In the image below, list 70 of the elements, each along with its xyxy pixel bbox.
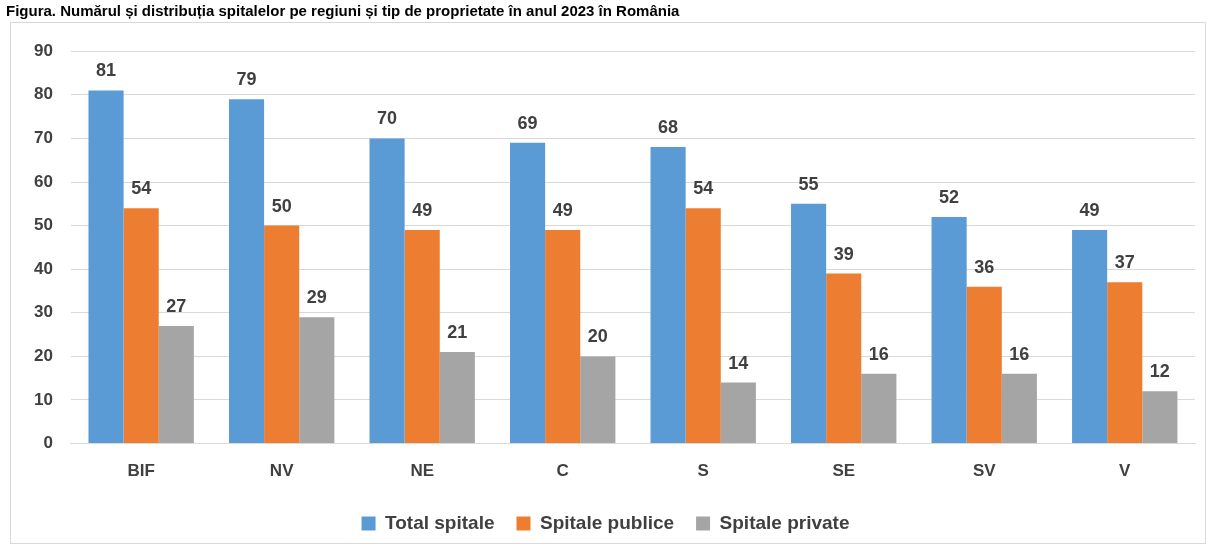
bar xyxy=(369,138,405,444)
data-label: 54 xyxy=(131,178,152,199)
bar xyxy=(931,216,967,444)
data-label: 52 xyxy=(939,186,960,207)
data-label: 49 xyxy=(552,199,573,220)
bar xyxy=(228,99,265,444)
bar xyxy=(826,273,862,444)
data-label: 54 xyxy=(693,178,714,199)
bar xyxy=(545,229,581,444)
y-tick-label: 70 xyxy=(33,128,53,148)
data-label: 36 xyxy=(974,256,995,277)
y-tick-label: 60 xyxy=(33,171,53,191)
bar xyxy=(1142,391,1178,444)
data-label: 21 xyxy=(447,322,468,343)
data-label: 37 xyxy=(1114,252,1135,273)
bar xyxy=(88,90,124,444)
chart-title: Figura. Numărul și distribuția spitalelor pe regiuni și tip de proprietate în anul 2023 în România xyxy=(5,1,681,21)
x-tick-label: NE xyxy=(410,461,434,481)
bar xyxy=(510,142,546,444)
y-tick-label: 80 xyxy=(33,84,53,104)
y-tick-label: 0 xyxy=(43,433,53,453)
data-label: 14 xyxy=(728,352,749,373)
bar xyxy=(404,229,440,444)
x-tick-label: S xyxy=(697,461,709,481)
data-label: 49 xyxy=(1079,199,1100,220)
data-label: 68 xyxy=(658,117,679,138)
bar xyxy=(861,373,897,444)
data-label: 49 xyxy=(412,199,433,220)
bar xyxy=(1107,282,1143,444)
x-tick-label: NV xyxy=(269,461,295,481)
data-label: 69 xyxy=(517,112,538,133)
data-label: 55 xyxy=(798,173,819,194)
y-tick-label: 50 xyxy=(33,215,53,235)
data-label: 50 xyxy=(271,195,292,216)
bar xyxy=(580,356,616,444)
legend-label: Spitale private xyxy=(719,511,850,533)
bar xyxy=(720,382,756,444)
bar xyxy=(158,325,194,444)
bar xyxy=(299,317,335,444)
legend-label: Spitale publice xyxy=(539,511,675,533)
data-label: 20 xyxy=(587,326,608,347)
data-label: 16 xyxy=(868,343,889,364)
bar xyxy=(966,286,1002,444)
data-label: 79 xyxy=(236,69,257,90)
x-tick-label: C xyxy=(556,461,569,481)
bar xyxy=(791,203,827,444)
data-label: 81 xyxy=(96,60,117,81)
x-tick-label: SV xyxy=(972,461,997,481)
x-tick-label: BIF xyxy=(127,461,155,481)
bar xyxy=(650,147,686,444)
bar xyxy=(1001,373,1037,444)
x-tick-label: V xyxy=(1119,461,1132,481)
bar xyxy=(1072,229,1108,444)
y-tick-label: 10 xyxy=(33,389,53,409)
data-label: 12 xyxy=(1149,361,1170,382)
bar xyxy=(439,352,475,444)
bar xyxy=(264,225,300,444)
legend-label: Total spitale xyxy=(385,511,495,533)
y-tick-label: 40 xyxy=(33,258,53,278)
data-label: 70 xyxy=(377,108,398,129)
data-label: 29 xyxy=(306,287,327,308)
data-label: 16 xyxy=(1009,343,1030,364)
bar xyxy=(685,208,721,444)
bar xyxy=(123,208,159,444)
x-tick-label: SE xyxy=(832,461,856,481)
y-tick-label: 20 xyxy=(33,346,53,366)
data-label: 39 xyxy=(833,243,854,264)
y-tick-label: 30 xyxy=(33,302,53,322)
data-label: 27 xyxy=(166,295,187,316)
y-tick-label: 90 xyxy=(33,40,53,60)
